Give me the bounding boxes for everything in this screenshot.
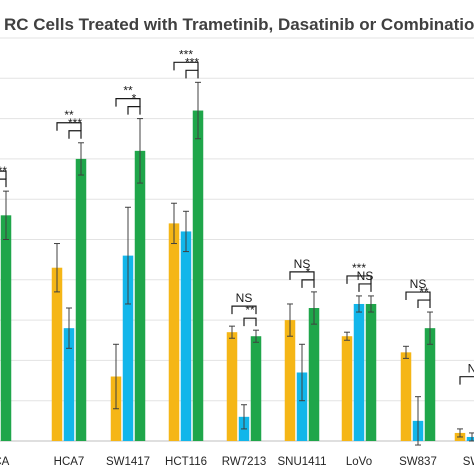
significance-label: NS	[410, 277, 427, 291]
significance-bracket	[0, 178, 7, 188]
bar	[134, 150, 146, 441]
significance-label: ***	[68, 116, 82, 130]
significance-label: ***	[0, 164, 7, 178]
bar	[308, 308, 320, 441]
significance-bracket	[346, 275, 372, 284]
significance-bracket	[417, 299, 431, 309]
significance-bracket	[173, 61, 199, 71]
significance-bracket	[68, 130, 82, 139]
chart-title: RC Cells Treated with Trametinib, Dasati…	[4, 15, 474, 34]
bar	[168, 223, 180, 441]
bar	[192, 110, 204, 441]
category-label: HCA7	[54, 456, 85, 468]
bar	[226, 332, 238, 441]
significance-label: ***	[185, 55, 199, 69]
significance-label: **	[123, 84, 133, 98]
bar	[296, 372, 308, 441]
significance-label: NS	[357, 269, 374, 283]
bar	[400, 352, 412, 441]
significance-bracket	[185, 69, 199, 79]
significance-bracket	[358, 283, 372, 292]
bar	[284, 320, 296, 441]
bar	[0, 215, 12, 441]
bar	[341, 336, 353, 441]
category-label: SW837	[399, 456, 437, 468]
significance-bracket	[459, 376, 474, 385]
error-bars	[3, 81, 474, 446]
significance-label: ***	[179, 47, 193, 61]
bar	[180, 231, 192, 441]
bar	[365, 303, 377, 441]
significance-bracket	[301, 279, 315, 288]
significance-label: N	[468, 362, 474, 376]
bar	[466, 436, 474, 441]
category-label: SW1417	[106, 456, 150, 468]
category-label: U2CA	[0, 456, 10, 468]
significance-bracket	[0, 170, 7, 180]
significance-bracket	[405, 291, 431, 301]
bars	[0, 110, 474, 441]
significance-label: ***	[352, 261, 366, 275]
category-labels: U2CA HCA7 SW1417 HCT116 RW7213 SNU1411 LoVo SW8…	[0, 456, 474, 468]
significance-label: **	[245, 303, 255, 317]
significance-label: **	[419, 285, 429, 299]
bar	[51, 267, 63, 441]
category-label: HCT116	[165, 456, 207, 468]
bar	[353, 303, 365, 441]
significance-bracket	[56, 122, 82, 131]
category-label: SNU1411	[277, 456, 326, 468]
significance-label: NS	[294, 257, 311, 271]
significance-bracket	[127, 106, 141, 115]
bar	[122, 255, 134, 441]
significance-label: *	[306, 265, 311, 279]
significance-bracket	[115, 98, 141, 107]
category-label: SW	[463, 456, 474, 468]
bar	[424, 328, 436, 441]
bar	[63, 328, 75, 441]
significance-label: NS	[236, 291, 253, 305]
bar	[250, 336, 262, 441]
significance-bracket	[243, 317, 257, 327]
significance-bracket	[231, 305, 257, 315]
significance-label: *	[132, 92, 137, 106]
bar	[75, 158, 87, 441]
category-label: RW7213	[222, 456, 267, 468]
significance-label: **	[64, 108, 74, 122]
significance-bracket	[289, 271, 315, 280]
category-label: LoVo	[346, 456, 372, 468]
